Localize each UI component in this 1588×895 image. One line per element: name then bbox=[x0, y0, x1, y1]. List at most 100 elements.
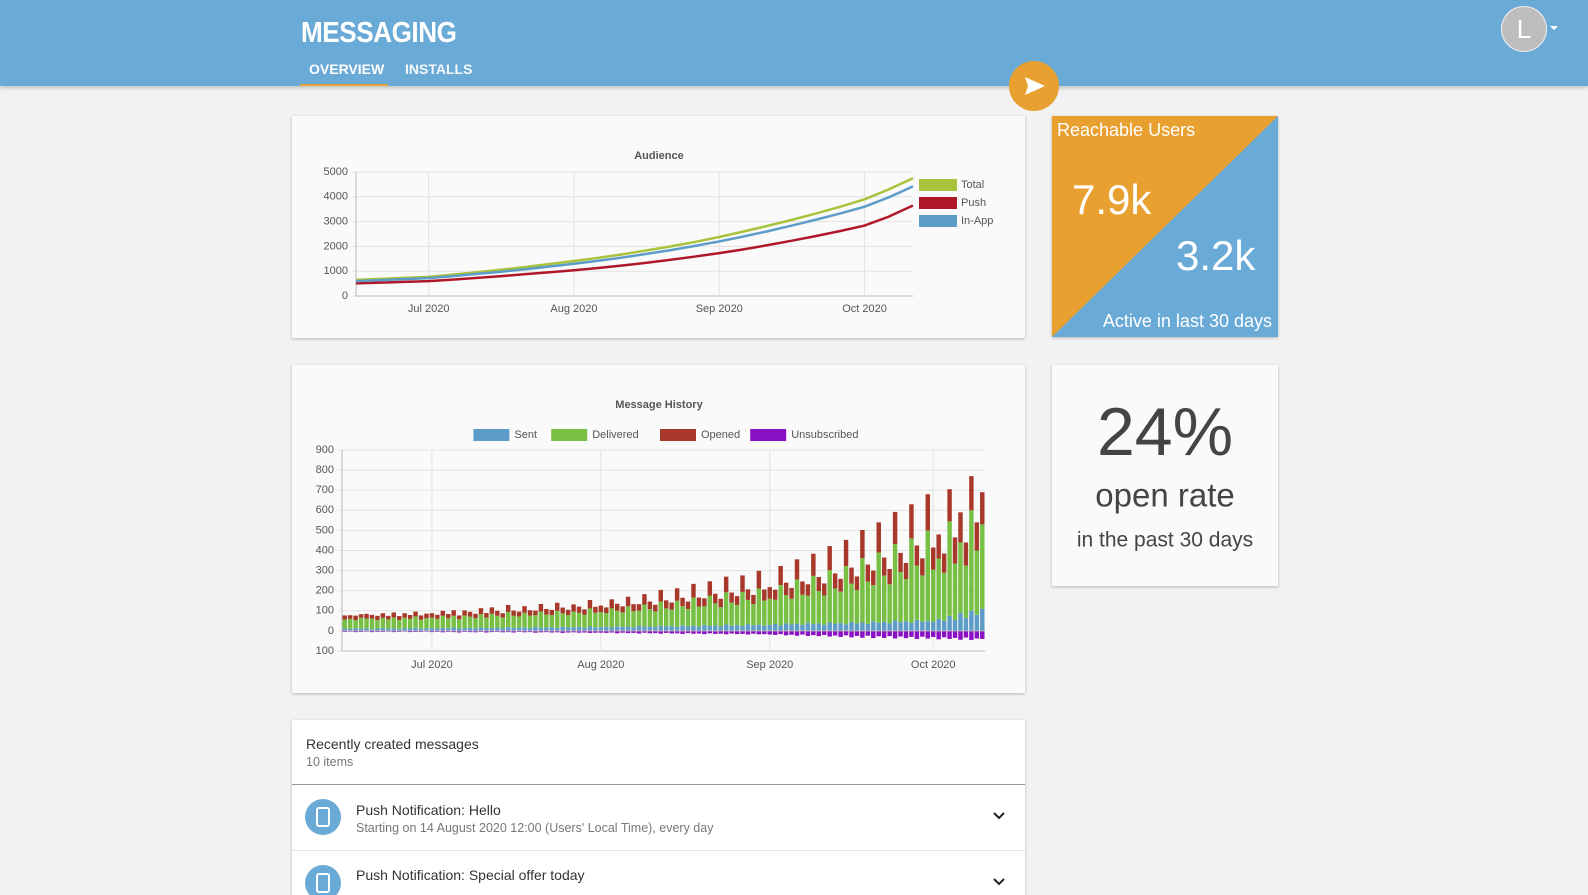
bar-segment bbox=[838, 578, 843, 592]
bar-segment bbox=[783, 630, 789, 636]
bar-segment bbox=[718, 626, 723, 631]
bar-segment bbox=[691, 583, 696, 598]
bar-segment bbox=[947, 630, 952, 639]
bar-segment bbox=[620, 606, 625, 613]
bar-segment bbox=[751, 604, 756, 626]
bar-segment bbox=[560, 613, 565, 627]
bar-segment bbox=[931, 569, 936, 622]
bar-segment bbox=[898, 622, 903, 631]
bar-segment bbox=[380, 613, 386, 618]
bar-segment bbox=[887, 568, 892, 585]
bar-segment bbox=[560, 630, 565, 633]
tab[interactable]: OVERVIEW bbox=[309, 61, 385, 77]
bar-segment bbox=[947, 521, 952, 616]
bar-segment bbox=[832, 573, 838, 589]
bar-segment bbox=[375, 630, 380, 632]
expand-chevron[interactable] bbox=[992, 811, 1006, 821]
bar-segment bbox=[664, 630, 669, 633]
bar-segment bbox=[527, 615, 533, 629]
bar-segment bbox=[631, 604, 636, 612]
bar-segment bbox=[402, 617, 407, 629]
avatar[interactable]: L bbox=[1501, 6, 1547, 52]
bar-segment bbox=[936, 618, 941, 631]
bar-segment bbox=[680, 606, 685, 626]
bar-segment bbox=[353, 620, 358, 629]
bar-segment bbox=[707, 625, 713, 631]
bar-segment bbox=[734, 596, 740, 605]
bar-segment bbox=[565, 609, 571, 616]
send-button[interactable] bbox=[1007, 60, 1061, 114]
bar-segment bbox=[462, 630, 467, 632]
header-bar bbox=[0, 0, 1588, 86]
bar-segment bbox=[609, 630, 614, 633]
bar-segment bbox=[473, 618, 478, 629]
bar-segment bbox=[565, 630, 571, 633]
bar-segment bbox=[865, 581, 871, 624]
bar-segment bbox=[440, 610, 446, 616]
bar-segment bbox=[571, 627, 576, 631]
message-item[interactable]: Push Notification: Hello Starting on 14 … bbox=[292, 785, 1025, 850]
bar-segment bbox=[941, 620, 947, 631]
bar-segment bbox=[347, 615, 353, 619]
bar-segment bbox=[473, 613, 478, 619]
bar-segment bbox=[462, 628, 467, 631]
bar-segment bbox=[369, 614, 375, 619]
bar-segment bbox=[604, 626, 609, 631]
avatar-caret[interactable] bbox=[1548, 24, 1560, 32]
reachable-card: Reachable Users 7.9k 3.2k Active in last… bbox=[1052, 116, 1278, 337]
bar-segment bbox=[587, 599, 593, 609]
bar-segment bbox=[860, 529, 865, 559]
bar-segment bbox=[516, 627, 522, 631]
bar-segment bbox=[723, 592, 729, 625]
bar-segment bbox=[685, 626, 691, 631]
message-item[interactable]: Push Notification: Special offer today bbox=[292, 851, 1025, 895]
tab[interactable]: INSTALLS bbox=[405, 61, 473, 77]
bar-segment bbox=[974, 614, 980, 631]
bar-segment bbox=[396, 628, 402, 631]
bar-segment bbox=[843, 539, 849, 566]
bar-segment bbox=[391, 617, 396, 629]
bar-segment bbox=[892, 630, 898, 639]
bar-segment bbox=[936, 630, 941, 640]
bar-segment bbox=[718, 598, 723, 608]
bar-segment bbox=[555, 602, 560, 611]
open-rate-label: open rate bbox=[1095, 477, 1234, 514]
bar-segment bbox=[473, 630, 478, 633]
bar-segment bbox=[925, 494, 931, 531]
legend-swatch bbox=[919, 215, 957, 227]
bar-segment bbox=[347, 628, 353, 631]
bar-segment bbox=[920, 558, 925, 576]
bar-segment bbox=[969, 610, 974, 631]
bar-segment bbox=[751, 630, 756, 634]
bar-segment bbox=[604, 613, 609, 627]
bar-segment bbox=[386, 615, 391, 620]
bar-segment bbox=[800, 630, 805, 635]
bar-segment bbox=[467, 630, 473, 633]
bar-segment bbox=[614, 630, 620, 634]
bar-segment bbox=[849, 621, 854, 631]
bar-segment bbox=[871, 585, 876, 622]
bar-segment bbox=[484, 613, 489, 618]
bar-segment bbox=[838, 591, 843, 623]
bar-segment bbox=[762, 625, 767, 631]
bar-segment bbox=[876, 522, 881, 553]
bar-segment bbox=[489, 613, 495, 628]
bar-segment bbox=[500, 613, 505, 618]
bar-segment bbox=[674, 600, 680, 627]
push-icon bbox=[305, 865, 341, 895]
reachable-active: 3.2k bbox=[1176, 232, 1256, 279]
expand-chevron[interactable] bbox=[992, 877, 1006, 887]
y-tick-label: 0 bbox=[342, 290, 348, 302]
bar-segment bbox=[702, 630, 707, 635]
bar-segment bbox=[958, 630, 963, 640]
bar-segment bbox=[625, 596, 631, 607]
bar-segment bbox=[958, 612, 963, 631]
bar-segment bbox=[391, 612, 396, 618]
bar-segment bbox=[658, 625, 663, 631]
bar-segment bbox=[544, 630, 549, 633]
bar-segment bbox=[391, 628, 396, 631]
bar-segment bbox=[778, 585, 783, 626]
bar-segment bbox=[375, 620, 380, 629]
bar-segment bbox=[941, 630, 947, 638]
bar-segment bbox=[800, 624, 805, 631]
